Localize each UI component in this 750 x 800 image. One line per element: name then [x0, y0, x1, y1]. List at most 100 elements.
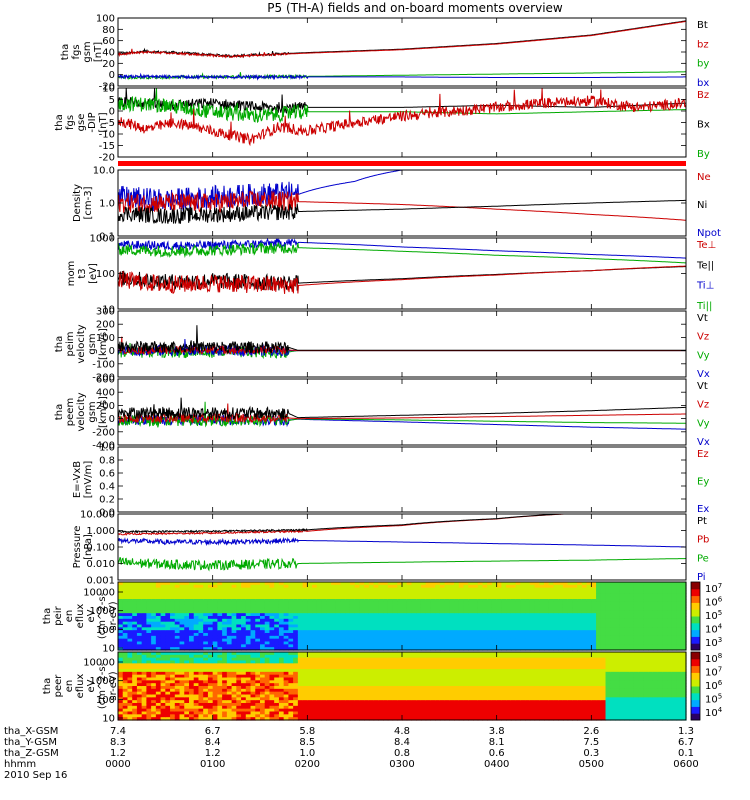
heatmap-cell [629, 638, 635, 643]
heatmap-cell [581, 618, 588, 623]
heatmap-cell [222, 663, 228, 667]
heatmap-cell [222, 604, 228, 609]
heatmap-cell [136, 680, 143, 684]
heatmap-cell [255, 671, 261, 676]
heatmap-cell [250, 683, 256, 687]
heatmap-cell [151, 624, 157, 628]
heatmap-cell [264, 618, 271, 623]
heatmap-cell [496, 647, 502, 651]
heatmap-cell [354, 635, 360, 640]
heatmap-cell [435, 644, 441, 648]
heatmap-cell [293, 711, 299, 715]
heatmap-cell [127, 669, 133, 673]
heatmap-cell [326, 607, 332, 611]
heatmap-cell [160, 657, 166, 662]
heatmap-cell [468, 593, 474, 597]
heatmap-cell [402, 613, 408, 617]
heatmap-cell [331, 703, 337, 707]
heatmap-cell [562, 593, 569, 597]
heatmap-cell [662, 644, 668, 648]
heatmap-cell [274, 627, 280, 631]
heatmap-cell [250, 703, 256, 707]
heatmap-cell [435, 621, 441, 626]
heatmap-cell [136, 613, 143, 617]
heatmap-cell [416, 714, 422, 718]
heatmap-cell [539, 621, 545, 626]
heatmap-cell [226, 607, 233, 611]
heatmap-cell [520, 635, 526, 640]
heatmap-cell [193, 680, 200, 684]
heatmap-cell [435, 647, 441, 651]
heatmap-cell [326, 599, 332, 603]
heatmap-cell [648, 621, 654, 626]
heatmap-cell [321, 610, 327, 614]
heatmap-cell [468, 627, 474, 631]
heatmap-cell [331, 644, 337, 648]
heatmap-cell [359, 677, 365, 681]
heatmap-cell [293, 703, 299, 707]
heatmap-cell [349, 711, 356, 715]
heatmap-cell [155, 666, 162, 670]
heatmap-cell [122, 674, 129, 679]
heatmap-cell [420, 584, 427, 589]
heatmap-cell [141, 596, 147, 600]
heatmap-cell [633, 590, 640, 594]
heatmap-cell [648, 638, 654, 643]
heatmap-cell [473, 596, 479, 600]
series-line [117, 401, 686, 428]
heatmap-cell [184, 604, 190, 609]
heatmap-cell [335, 630, 342, 634]
heatmap-cell [321, 635, 327, 640]
heatmap-cell [435, 694, 441, 698]
heatmap-cell [406, 607, 413, 611]
heatmap-cell [255, 705, 261, 710]
heatmap-cell [307, 633, 313, 637]
heatmap-cell [283, 683, 289, 687]
heatmap-cell [581, 601, 588, 606]
heatmap-cell [510, 635, 517, 640]
heatmap-cell [368, 613, 375, 617]
heatmap-cell [155, 584, 162, 589]
heatmap-cell [297, 666, 304, 670]
heatmap-cell [174, 604, 181, 609]
heatmap-cell [255, 663, 261, 667]
heatmap-cell [174, 694, 181, 698]
y-tick-label: 5 [109, 95, 115, 106]
heatmap-cell [184, 647, 190, 651]
heatmap-cell [359, 657, 365, 662]
heatmap-cell [449, 633, 455, 637]
heatmap-cell [141, 624, 147, 628]
heatmap-cell [397, 613, 403, 617]
heatmap-cell [212, 714, 218, 718]
heatmap-cell [302, 582, 308, 586]
heatmap-cell [402, 711, 408, 715]
heatmap-cell [269, 633, 275, 637]
heatmap-cell [406, 647, 413, 651]
heatmap-cell [525, 633, 531, 637]
heatmap-cell [226, 621, 233, 626]
heatmap-cell [193, 618, 200, 623]
heatmap-cell [435, 627, 441, 631]
heatmap-cell [349, 604, 356, 609]
heatmap-cell [491, 647, 498, 651]
heatmap-cell [411, 677, 417, 681]
heatmap-cell [170, 621, 176, 626]
heatmap-cell [610, 630, 616, 634]
heatmap-cell [591, 587, 597, 592]
heatmap-cell [241, 711, 247, 715]
heatmap-cell [435, 666, 441, 670]
heatmap-cell [491, 627, 498, 631]
heatmap-cell [260, 641, 266, 645]
heatmap-cell [217, 587, 223, 592]
heatmap-cell [198, 686, 204, 690]
colorbar-tick-label: 104 [705, 623, 723, 636]
heatmap-cell [212, 601, 218, 606]
heatmap-cell [203, 584, 209, 589]
heatmap-cell [193, 717, 200, 721]
heatmap-cell [236, 654, 242, 659]
heatmap-cell [212, 652, 218, 656]
heatmap-cell [586, 613, 592, 617]
heatmap-cell [506, 647, 512, 651]
heatmap-cell [307, 596, 313, 600]
heatmap-cell [274, 647, 280, 651]
